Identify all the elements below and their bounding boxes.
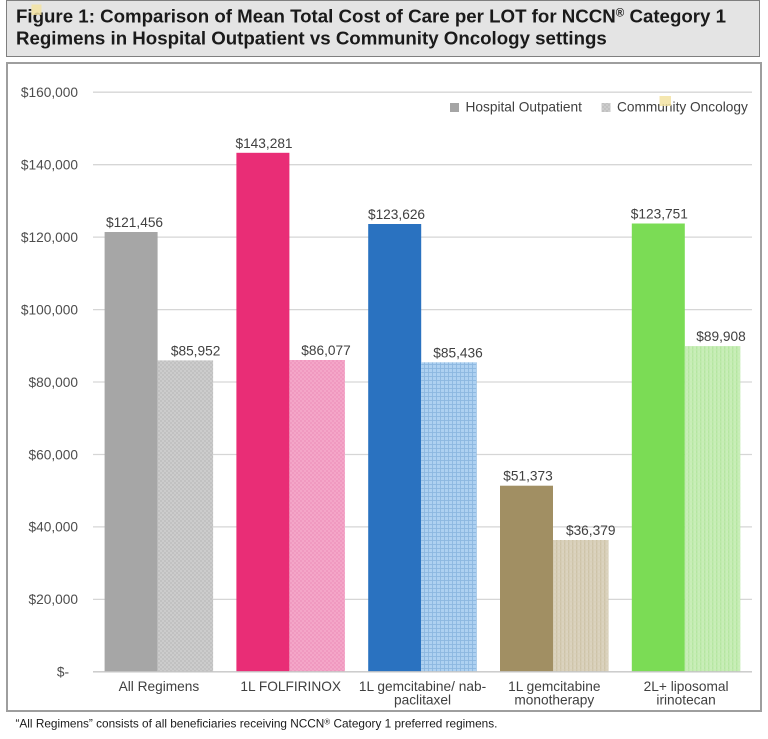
- svg-text:$80,000: $80,000: [29, 375, 79, 390]
- svg-text:paclitaxel: paclitaxel: [394, 693, 451, 708]
- svg-text:$60,000: $60,000: [29, 447, 79, 462]
- svg-text:$123,751: $123,751: [631, 207, 688, 222]
- svg-text:All Regimens: All Regimens: [119, 679, 200, 694]
- svg-text:Figure 1: Comparison of Mean T: Figure 1: Comparison of Mean Total Cost …: [16, 6, 726, 27]
- svg-text:$85,952: $85,952: [171, 343, 220, 358]
- svg-text:2L+ liposomal: 2L+ liposomal: [644, 679, 729, 694]
- svg-text:$36,379: $36,379: [566, 523, 615, 538]
- svg-text:$51,373: $51,373: [503, 469, 553, 484]
- svg-text:$89,908: $89,908: [696, 329, 746, 344]
- svg-text:$123,626: $123,626: [368, 207, 425, 222]
- svg-text:$-: $-: [57, 665, 69, 680]
- svg-text:“All Regimens” consists of all: “All Regimens” consists of all beneficia…: [16, 717, 498, 731]
- svg-text:$100,000: $100,000: [21, 302, 78, 317]
- svg-text:1L FOLFIRINOX: 1L FOLFIRINOX: [240, 679, 341, 694]
- svg-text:$40,000: $40,000: [29, 520, 79, 535]
- svg-text:$143,281: $143,281: [235, 136, 292, 151]
- svg-text:$121,456: $121,456: [106, 215, 163, 230]
- svg-text:$85,436: $85,436: [433, 345, 483, 360]
- svg-text:Hospital Outpatient: Hospital Outpatient: [466, 100, 583, 115]
- svg-text:irinotecan: irinotecan: [656, 693, 715, 708]
- svg-text:Community Oncology: Community Oncology: [617, 100, 748, 115]
- svg-text:$20,000: $20,000: [29, 592, 79, 607]
- svg-text:1L gemcitabine: 1L gemcitabine: [508, 679, 600, 694]
- svg-text:$160,000: $160,000: [21, 85, 78, 100]
- svg-text:monotherapy: monotherapy: [514, 693, 594, 708]
- svg-text:1L gemcitabine/ nab-: 1L gemcitabine/ nab-: [359, 679, 486, 694]
- svg-text:$140,000: $140,000: [21, 158, 78, 173]
- svg-text:$120,000: $120,000: [21, 230, 78, 245]
- svg-text:$86,077: $86,077: [301, 343, 350, 358]
- svg-text:Regimens in Hospital Outpatien: Regimens in Hospital Outpatient vs Commu…: [16, 28, 607, 49]
